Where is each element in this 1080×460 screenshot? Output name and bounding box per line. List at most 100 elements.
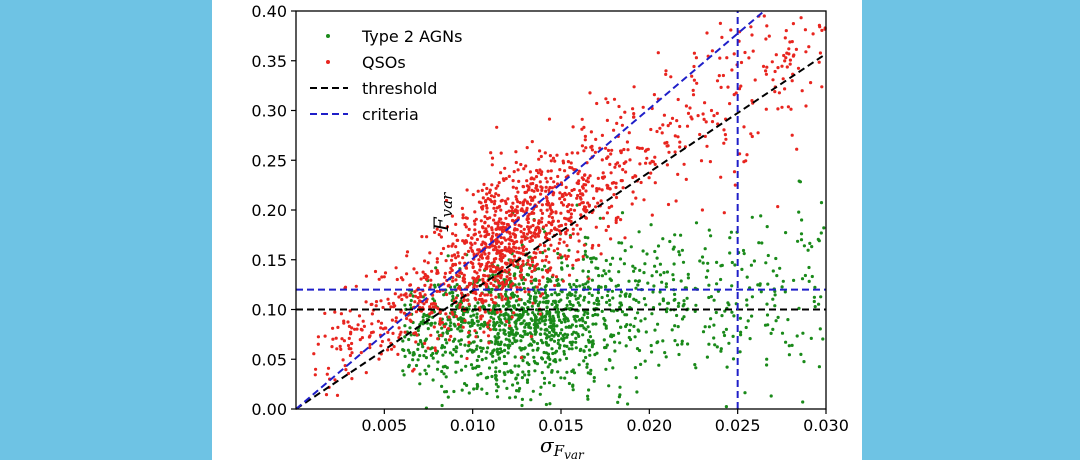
type2-agn-point — [556, 341, 560, 345]
type2-agn-point — [581, 269, 585, 273]
type2-agn-point — [412, 352, 416, 356]
type2-agn-point — [448, 318, 452, 322]
type2-agn-point — [548, 278, 552, 282]
qso-point — [558, 224, 562, 228]
type2-agn-point — [526, 312, 530, 316]
type2-agn-point — [484, 376, 488, 380]
type2-agn-point — [479, 349, 484, 353]
qso-point — [565, 152, 569, 156]
type2-agn-point — [573, 317, 577, 321]
qso-point — [689, 115, 693, 119]
qso-point — [666, 144, 670, 148]
type2-agn-point — [530, 304, 534, 308]
type2-agn-point — [607, 384, 611, 388]
qso-point — [811, 32, 815, 36]
type2-agn-point — [528, 294, 533, 298]
type2-agn-point — [686, 342, 690, 346]
qso-point — [452, 253, 457, 257]
type2-agn-point — [624, 292, 628, 296]
type2-agn-point — [578, 303, 582, 307]
type2-agn-point — [522, 286, 526, 291]
type2-agn-point — [494, 366, 498, 370]
qso-point — [495, 251, 499, 255]
type2-agn-point — [527, 369, 531, 374]
type2-agn-point — [557, 310, 561, 314]
type2-agn-point — [582, 349, 586, 353]
qso-point — [479, 317, 483, 321]
qso-point — [554, 211, 558, 215]
qso-point — [489, 269, 493, 273]
qso-point — [533, 265, 537, 269]
type2-agn-point — [819, 201, 824, 205]
qso-point — [476, 248, 480, 252]
type2-agn-point — [469, 314, 473, 318]
type2-agn-point — [529, 398, 533, 402]
qso-point — [550, 186, 554, 190]
qso-point — [570, 188, 574, 193]
type2-agn-point — [569, 285, 573, 289]
type2-agn-point — [495, 347, 500, 351]
type2-agn-point — [707, 283, 711, 287]
type2-agn-point — [449, 327, 453, 332]
type2-agn-point — [680, 339, 684, 343]
qso-point — [684, 177, 688, 181]
type2-agn-point — [587, 348, 592, 352]
type2-agn-point — [748, 337, 752, 341]
type2-agn-point — [693, 363, 697, 367]
qso-point — [534, 184, 538, 188]
type2-agn-point — [765, 302, 769, 306]
qso-point — [339, 312, 343, 316]
type2-agn-point — [661, 339, 665, 343]
qso-point — [469, 246, 473, 250]
qso-point — [444, 198, 449, 203]
type2-agn-point — [585, 255, 589, 259]
type2-agn-point — [505, 302, 509, 306]
qso-point — [422, 302, 426, 306]
qso-point — [702, 117, 706, 121]
qso-point — [783, 36, 787, 40]
qso-point — [586, 201, 590, 205]
qso-point — [483, 274, 487, 278]
type2-agn-point — [546, 356, 550, 360]
qso-point — [479, 314, 483, 319]
y-tick-label: 0.40 — [251, 2, 287, 21]
type2-agn-point — [562, 349, 566, 354]
qso-point — [764, 69, 768, 73]
type2-agn-point — [664, 282, 668, 286]
type2-agn-point — [466, 310, 470, 314]
qso-point — [463, 319, 467, 323]
qso-point — [569, 215, 573, 219]
qso-point — [820, 28, 824, 32]
qso-point — [820, 85, 824, 89]
qso-point — [556, 247, 560, 251]
qso-point — [499, 310, 503, 314]
qso-point — [547, 117, 552, 121]
qso-point — [561, 159, 565, 163]
qso-point — [560, 193, 564, 197]
qso-point — [610, 204, 614, 208]
qso-point — [358, 338, 362, 342]
qso-point — [597, 243, 601, 247]
qso-point — [745, 153, 749, 157]
type2-agn-point — [660, 280, 664, 284]
qso-point — [641, 105, 645, 109]
type2-agn-point — [496, 332, 500, 336]
type2-agn-point — [680, 248, 684, 252]
qso-point — [721, 73, 725, 78]
qso-point — [538, 312, 542, 316]
type2-agn-point — [602, 316, 606, 321]
qso-point — [531, 181, 535, 186]
type2-agn-point — [774, 319, 778, 323]
type2-agn-point — [465, 383, 469, 387]
type2-agn-point — [744, 325, 748, 330]
type2-agn-point — [653, 264, 657, 268]
qso-point — [580, 117, 584, 121]
qso-point — [567, 210, 571, 214]
qso-point — [794, 47, 799, 52]
type2-agn-point — [765, 225, 769, 229]
qso-point — [527, 230, 531, 234]
qso-point — [516, 262, 520, 266]
qso-point — [470, 236, 474, 240]
type2-agn-point — [719, 347, 723, 351]
qso-point — [484, 227, 488, 231]
